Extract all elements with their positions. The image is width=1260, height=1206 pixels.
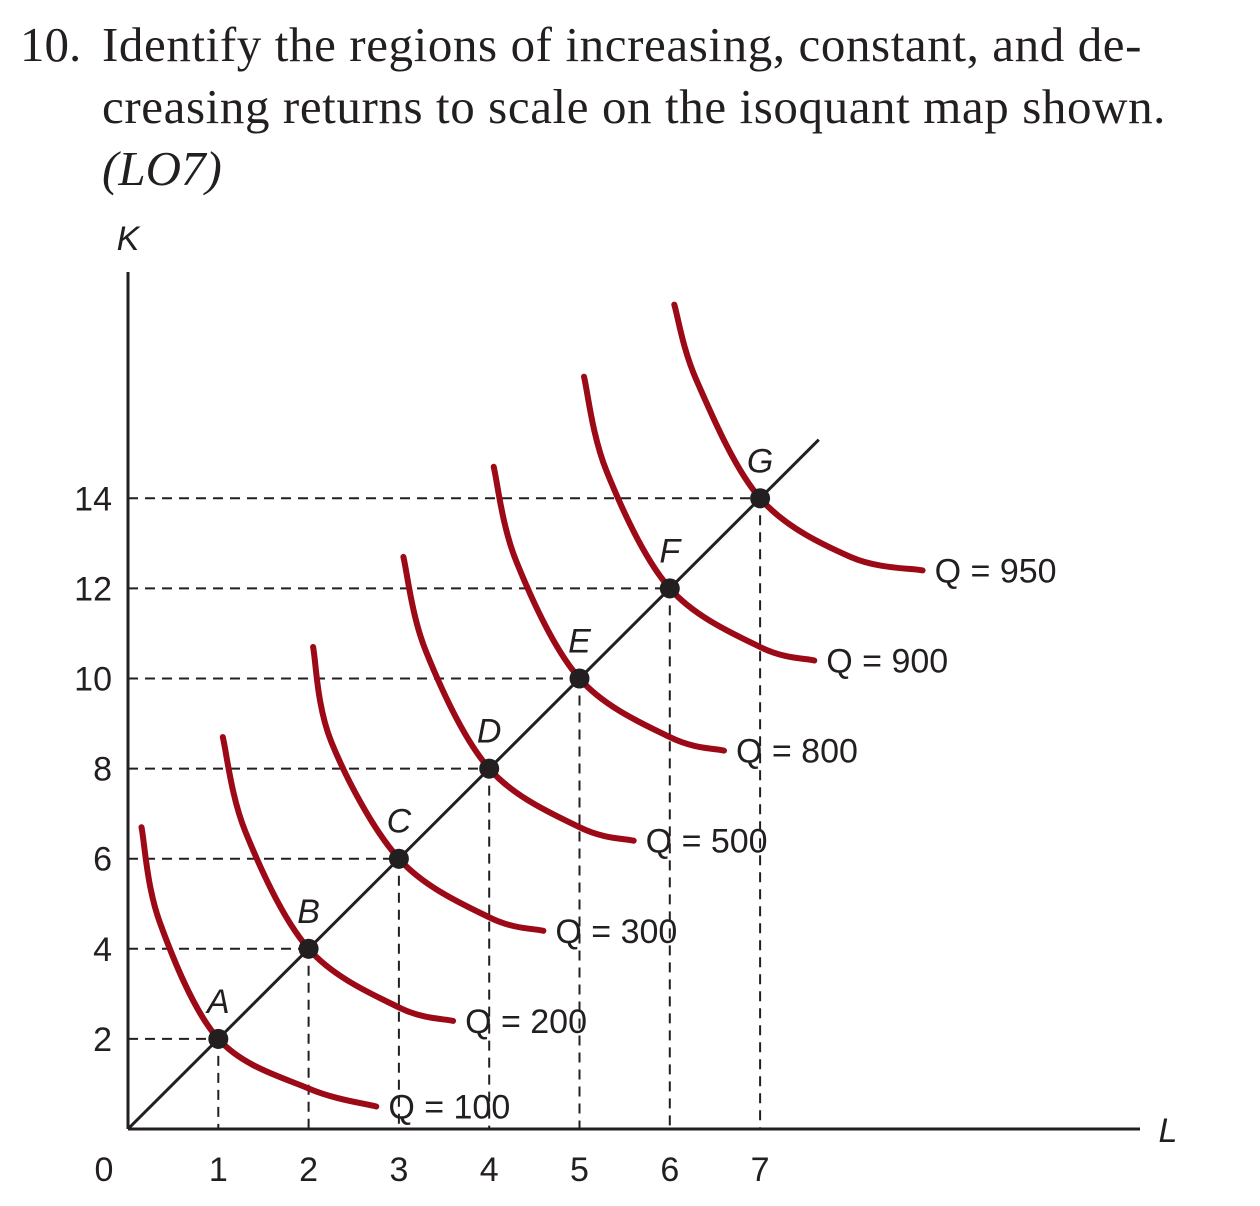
y-tick-label-8: 8 <box>93 751 112 789</box>
x-tick-label-3: 3 <box>389 1151 408 1189</box>
x-tick-label-2: 2 <box>299 1151 318 1189</box>
point-a <box>208 1028 229 1049</box>
expansion-path <box>126 438 820 1131</box>
y-tick-label-14: 14 <box>74 480 112 518</box>
isoquant-label-b: Q = 200 <box>465 1003 587 1041</box>
point-label-c: C <box>387 803 412 841</box>
y-tick-label-6: 6 <box>93 841 112 879</box>
axes: K L 0 <box>95 220 1178 1189</box>
question-number: 10. <box>20 17 82 72</box>
point-f <box>659 578 680 599</box>
point-c <box>388 848 409 869</box>
isoquant-label-g: Q = 950 <box>935 552 1057 590</box>
point-label-b: B <box>297 893 320 931</box>
x-tick-label-4: 4 <box>480 1151 499 1189</box>
point-e <box>569 668 590 689</box>
question-line-1: Identify the regions of increasing, cons… <box>102 17 1143 72</box>
isoquant-label-d: Q = 500 <box>646 823 768 861</box>
isoquant-label-a: Q = 100 <box>388 1088 510 1126</box>
x-tick-label-7: 7 <box>751 1151 770 1189</box>
x-tick-label-6: 6 <box>660 1151 679 1189</box>
point-label-a: A <box>205 983 230 1021</box>
dashed-guides <box>128 497 762 1129</box>
point-g <box>750 488 771 509</box>
isoquant-label-f: Q = 900 <box>826 642 948 680</box>
x-tick-label-1: 1 <box>209 1151 228 1189</box>
y-axis-label: K <box>117 220 141 258</box>
question-line-2: creasing returns to scale on the isoquan… <box>102 79 1167 134</box>
isoquant-curve-g <box>671 301 926 574</box>
point-label-g: G <box>747 442 773 480</box>
point-label-d: D <box>477 713 502 751</box>
question-block: 10. Identify the regions of increasing, … <box>20 14 1250 200</box>
learning-objective: (LO7) <box>102 141 222 196</box>
x-axis-label: L <box>1159 1112 1178 1150</box>
isoquant-label-e: Q = 800 <box>736 733 858 771</box>
points-layer: A B C D E F G <box>205 442 773 1049</box>
origin-label: 0 <box>95 1151 114 1189</box>
y-tick-label-10: 10 <box>74 661 112 699</box>
point-label-f: F <box>659 532 682 570</box>
y-tick-label-12: 12 <box>74 570 112 608</box>
expansion-path-layer <box>126 438 820 1131</box>
y-tick-label-4: 4 <box>93 931 112 969</box>
x-tick-label-5: 5 <box>570 1151 589 1189</box>
y-tick-label-2: 2 <box>93 1021 112 1059</box>
point-d <box>479 758 500 779</box>
point-b <box>298 938 319 959</box>
isoquant-label-c: Q = 300 <box>555 913 677 951</box>
point-label-e: E <box>568 623 591 661</box>
isoquant-curves: Q = 100 Q = 200 Q = 300 Q = 500 Q = 800 Q = 9… <box>138 301 1057 1126</box>
